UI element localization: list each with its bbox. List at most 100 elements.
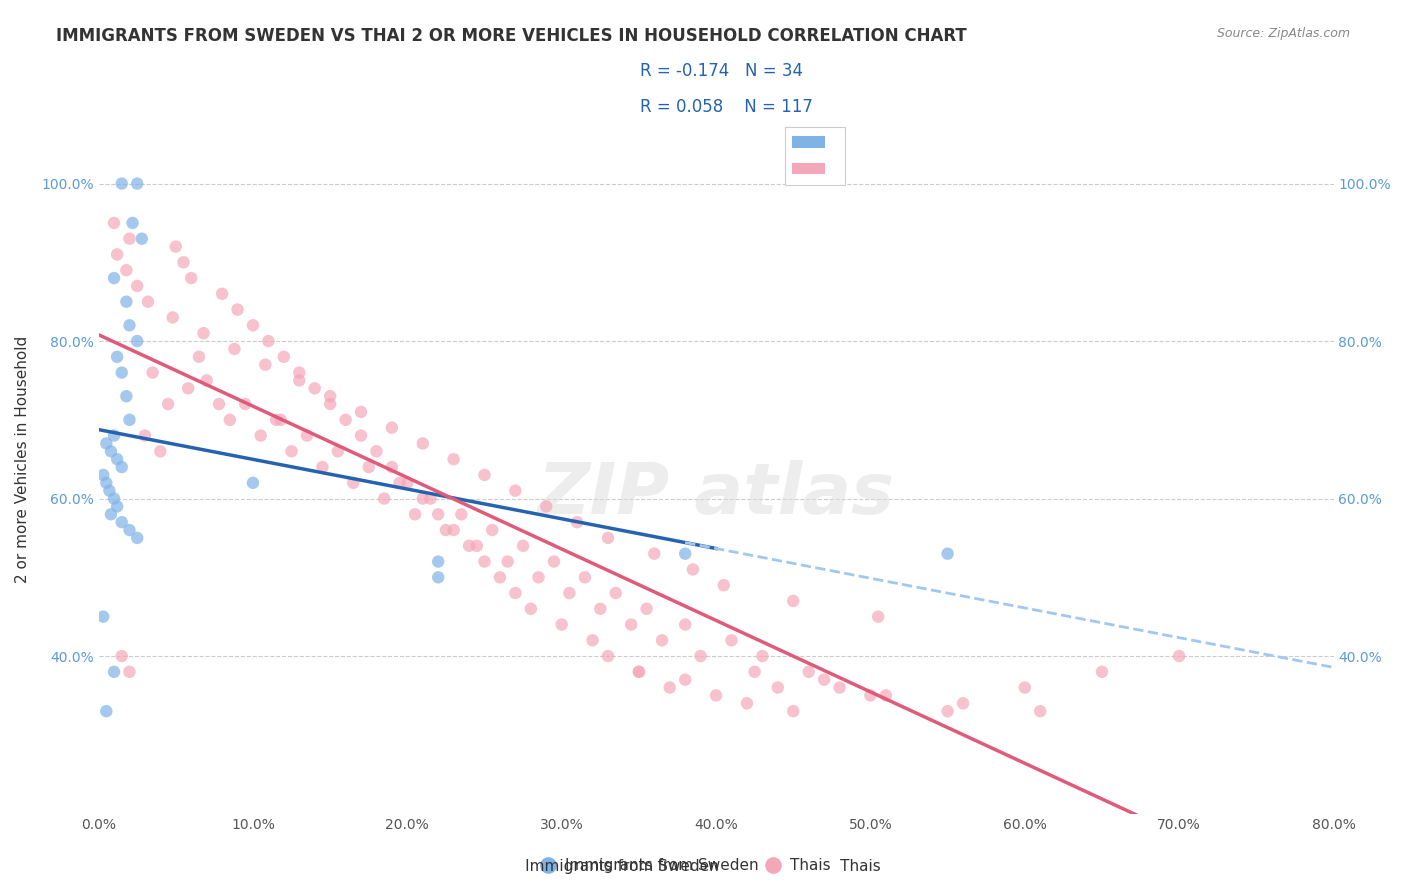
Point — [596, 531, 619, 545]
Point — [226, 302, 249, 317]
Point — [520, 602, 543, 616]
Point — [111, 460, 134, 475]
Point — [193, 326, 215, 341]
Point — [565, 515, 588, 529]
Point — [536, 500, 558, 514]
Point — [264, 413, 287, 427]
Point — [105, 452, 128, 467]
Point — [381, 420, 404, 434]
Point — [427, 570, 450, 584]
Point — [496, 555, 519, 569]
Point — [242, 318, 264, 333]
Point — [115, 389, 138, 403]
Point — [342, 475, 364, 490]
Point — [673, 673, 696, 687]
Point — [311, 460, 333, 475]
Point — [443, 523, 465, 537]
Point — [412, 436, 434, 450]
Point — [658, 681, 681, 695]
Point — [952, 696, 974, 710]
Point — [134, 428, 156, 442]
Point — [427, 508, 450, 522]
Point — [96, 475, 118, 490]
Text: ZIP atlas: ZIP atlas — [537, 460, 894, 529]
Point — [751, 648, 773, 663]
Point — [195, 373, 218, 387]
Point — [605, 586, 627, 600]
Point — [713, 578, 735, 592]
Point — [111, 366, 134, 380]
Point — [350, 405, 373, 419]
Point — [103, 216, 125, 230]
Point — [242, 475, 264, 490]
Point — [581, 633, 603, 648]
Point — [620, 617, 643, 632]
Point — [868, 609, 890, 624]
Point — [720, 633, 742, 648]
Point — [335, 413, 357, 427]
Point — [766, 681, 789, 695]
Point — [474, 467, 496, 482]
Point — [103, 271, 125, 285]
Point — [103, 428, 125, 442]
Point — [350, 428, 373, 442]
Point — [1168, 648, 1191, 663]
Point — [131, 232, 153, 246]
Point — [149, 444, 172, 458]
Point — [388, 475, 411, 490]
Point — [689, 648, 711, 663]
Point — [136, 294, 159, 309]
Point — [651, 633, 673, 648]
Point — [233, 397, 256, 411]
Text: Source: ZipAtlas.com: Source: ZipAtlas.com — [1216, 27, 1350, 40]
Point — [121, 216, 143, 230]
Point — [187, 350, 209, 364]
Point — [118, 665, 141, 679]
Point — [443, 452, 465, 467]
Point — [273, 350, 295, 364]
Point — [224, 342, 246, 356]
Point — [208, 397, 231, 411]
Point — [875, 689, 897, 703]
Point — [96, 704, 118, 718]
Point — [105, 247, 128, 261]
Point — [427, 555, 450, 569]
Point — [936, 547, 959, 561]
Point — [813, 673, 835, 687]
Point — [118, 318, 141, 333]
Point — [636, 602, 658, 616]
Point — [458, 539, 481, 553]
Point — [673, 547, 696, 561]
Point — [91, 467, 114, 482]
Point — [165, 239, 187, 253]
Point — [735, 696, 758, 710]
Point — [127, 177, 149, 191]
Text: IMMIGRANTS FROM SWEDEN VS THAI 2 OR MORE VEHICLES IN HOUSEHOLD CORRELATION CHART: IMMIGRANTS FROM SWEDEN VS THAI 2 OR MORE… — [56, 27, 967, 45]
Point — [103, 665, 125, 679]
Point — [505, 483, 527, 498]
Point — [797, 665, 820, 679]
Point — [257, 334, 280, 348]
Point — [596, 648, 619, 663]
Point — [550, 617, 572, 632]
Point — [319, 389, 342, 403]
Point — [574, 570, 596, 584]
Text: Immigrants from Sweden: Immigrants from Sweden — [565, 858, 759, 872]
Text: Thais: Thais — [790, 858, 831, 872]
Point — [673, 617, 696, 632]
Point — [396, 475, 419, 490]
Point — [100, 444, 122, 458]
Point — [249, 428, 271, 442]
Text: R = -0.174   N = 34: R = -0.174 N = 34 — [640, 62, 803, 79]
Point — [357, 460, 380, 475]
Point — [111, 177, 134, 191]
Point — [1091, 665, 1114, 679]
Point — [381, 460, 404, 475]
Point — [142, 366, 165, 380]
Point — [180, 271, 202, 285]
Point — [682, 562, 704, 576]
Point — [627, 665, 650, 679]
Point — [434, 523, 457, 537]
Text: Immigrants from Sweden: Immigrants from Sweden — [491, 859, 718, 874]
Point — [295, 428, 318, 442]
